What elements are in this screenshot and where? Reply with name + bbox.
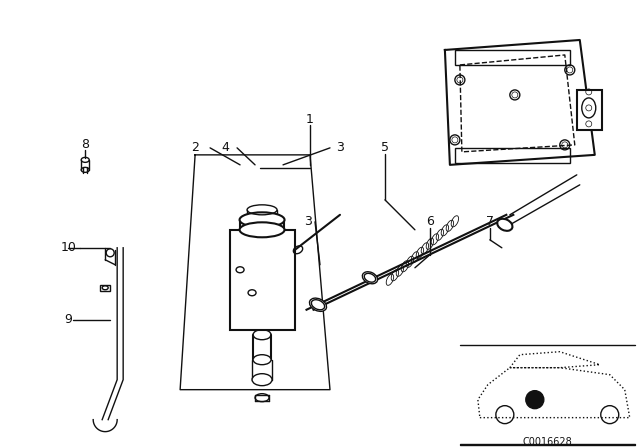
Ellipse shape <box>239 212 285 227</box>
Bar <box>230 230 295 330</box>
Ellipse shape <box>252 374 272 386</box>
Ellipse shape <box>253 355 271 365</box>
Text: 8: 8 <box>81 138 89 151</box>
Bar <box>577 90 602 130</box>
Circle shape <box>526 391 544 409</box>
Ellipse shape <box>239 222 285 237</box>
Text: 1: 1 <box>306 113 314 126</box>
Text: C0016628: C0016628 <box>523 437 573 447</box>
Bar <box>100 285 110 291</box>
Text: 5: 5 <box>381 142 389 155</box>
Text: 2: 2 <box>191 142 199 155</box>
Ellipse shape <box>497 219 513 231</box>
Text: 6: 6 <box>426 215 434 228</box>
Text: 7: 7 <box>486 215 494 228</box>
Bar <box>455 50 570 65</box>
Bar <box>455 148 570 163</box>
Text: 4: 4 <box>221 142 229 155</box>
Ellipse shape <box>310 298 326 311</box>
Text: 9: 9 <box>64 313 72 326</box>
Text: 3: 3 <box>336 142 344 155</box>
Text: 3: 3 <box>304 215 312 228</box>
Ellipse shape <box>362 272 378 284</box>
Text: 10: 10 <box>60 241 76 254</box>
